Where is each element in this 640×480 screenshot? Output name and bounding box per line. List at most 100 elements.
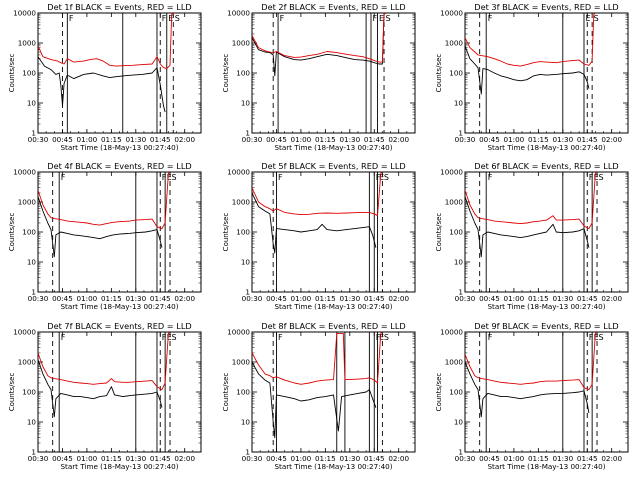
y-tick-label: 100	[449, 388, 463, 397]
events-series-line	[38, 196, 163, 258]
y-tick-label: 1	[31, 129, 36, 138]
y-tick-label: 10000	[13, 168, 36, 177]
events-series-line	[465, 196, 590, 258]
y-tick-label: 10000	[227, 168, 250, 177]
event-marker-label: F	[61, 333, 66, 342]
y-tick-label: 1000	[232, 198, 251, 207]
plot-frame	[464, 12, 629, 134]
event-marker-label: F	[162, 173, 167, 182]
x-tick-label: 02:00	[388, 454, 409, 463]
event-marker-label: F	[69, 14, 74, 23]
chart-title: Det 9f BLACK = Events, RED = LLD	[474, 321, 618, 331]
x-axis-label: Start Time (18-May-13 00:27:40)	[60, 143, 178, 152]
x-tick-label: 01:30	[552, 454, 573, 463]
event-marker-label: F	[488, 14, 493, 23]
y-axis-label: Counts/sec	[435, 54, 443, 93]
x-tick-label: 02:00	[388, 135, 409, 144]
x-tick-label: 01:00	[291, 294, 312, 303]
events-series-line	[465, 361, 590, 418]
x-tick-label: 00:30	[28, 454, 49, 463]
panel-6: Det 6f BLACK = Events, RED = LLD 00:30 00:…	[435, 161, 629, 311]
x-tick-label: 01:00	[504, 135, 525, 144]
event-marker-label: E	[168, 14, 173, 23]
x-tick-label: 00:30	[455, 454, 476, 463]
x-tick-label: 01:30	[125, 135, 146, 144]
x-tick-label: 01:00	[504, 454, 525, 463]
x-tick-label: 00:45	[266, 135, 287, 144]
events-series-line	[252, 13, 386, 77]
lld-series-line	[465, 332, 598, 391]
x-tick-label: 02:00	[601, 454, 622, 463]
event-marker-label: E	[594, 333, 599, 342]
x-tick-label: 01:00	[77, 294, 98, 303]
events-series-line	[465, 45, 590, 95]
x-axis-label: Start Time (18-May-13 00:27:40)	[487, 462, 605, 471]
y-tick-label: 10000	[13, 9, 36, 18]
y-axis-label: Counts/sec	[222, 373, 230, 412]
y-tick-label: 1	[31, 448, 36, 457]
x-tick-label: 01:15	[315, 294, 336, 303]
event-marker-label: F	[278, 173, 283, 182]
x-tick-label: 01:45	[577, 294, 598, 303]
series-group	[465, 13, 596, 95]
y-axis-label: Counts/sec	[8, 373, 16, 412]
y-tick-label: 10	[454, 258, 464, 267]
event-marker-label: S	[384, 333, 389, 342]
y-axis-label: Counts/sec	[435, 213, 443, 252]
x-tick-label: 00:45	[479, 294, 500, 303]
y-tick-label: 10	[454, 418, 464, 427]
lld-series-line	[252, 13, 386, 63]
x-tick-label: 00:30	[242, 454, 263, 463]
y-tick-label: 100	[236, 228, 250, 237]
y-tick-label: 1	[458, 288, 463, 297]
y-tick-label: 10000	[227, 9, 250, 18]
x-tick-label: 01:00	[504, 294, 525, 303]
x-tick-label: 01:45	[364, 135, 385, 144]
x-tick-label: 01:00	[77, 454, 98, 463]
y-tick-label: 1000	[18, 198, 37, 207]
y-tick-label: 1	[245, 288, 250, 297]
y-tick-label: 1000	[18, 358, 37, 367]
x-axis-label: Start Time (18-May-13 00:27:40)	[274, 462, 392, 471]
chart-title: Det 1f BLACK = Events, RED = LLD	[47, 2, 191, 12]
event-marker-label: E	[594, 173, 599, 182]
y-tick-label: 1	[458, 448, 463, 457]
x-tick-label: 01:00	[291, 135, 312, 144]
x-tick-label: 02:00	[388, 294, 409, 303]
panel-1: Det 1f BLACK = Events, RED = LLD 00:30 00:…	[8, 2, 202, 152]
x-tick-label: 00:30	[28, 135, 49, 144]
y-tick-label: 100	[22, 69, 36, 78]
x-tick-label: 02:00	[174, 454, 195, 463]
chart-title: Det 3f BLACK = Events, RED = LLD	[474, 2, 618, 12]
y-tick-label: 1	[458, 129, 463, 138]
panel-4: Det 4f BLACK = Events, RED = LLD 00:30 00:…	[8, 161, 202, 311]
chart-title: Det 8f BLACK = Events, RED = LLD	[261, 321, 405, 331]
lld-series-line	[252, 172, 383, 217]
plot-frame	[251, 12, 416, 134]
event-marker-label: F	[376, 333, 381, 342]
y-tick-label: 1000	[445, 198, 464, 207]
x-tick-label: 01:30	[339, 135, 360, 144]
x-axis-label: Start Time (18-May-13 00:27:40)	[60, 462, 178, 471]
series-group	[38, 13, 176, 113]
x-axis-label: Start Time (18-May-13 00:27:40)	[487, 143, 605, 152]
event-marker-label: S	[386, 14, 391, 23]
x-tick-label: 01:00	[77, 135, 98, 144]
series-group	[252, 172, 383, 254]
series-group	[38, 172, 171, 258]
x-tick-label: 02:00	[601, 135, 622, 144]
lld-series-line	[465, 172, 598, 230]
x-tick-label: 01:30	[339, 294, 360, 303]
lld-series-line	[38, 13, 176, 70]
x-tick-label: 01:30	[125, 294, 146, 303]
x-tick-label: 01:15	[101, 135, 122, 144]
x-axis-label: Start Time (18-May-13 00:27:40)	[274, 143, 392, 152]
event-marker-label: S	[599, 333, 604, 342]
y-axis-label: Counts/sec	[8, 54, 16, 93]
y-tick-label: 10	[454, 99, 464, 108]
x-tick-label: 01:15	[528, 294, 549, 303]
plot-frame	[37, 331, 202, 453]
panel-9: Det 9f BLACK = Events, RED = LLD 00:30 00:…	[435, 321, 629, 471]
x-tick-label: 01:15	[101, 294, 122, 303]
y-tick-label: 100	[22, 228, 36, 237]
